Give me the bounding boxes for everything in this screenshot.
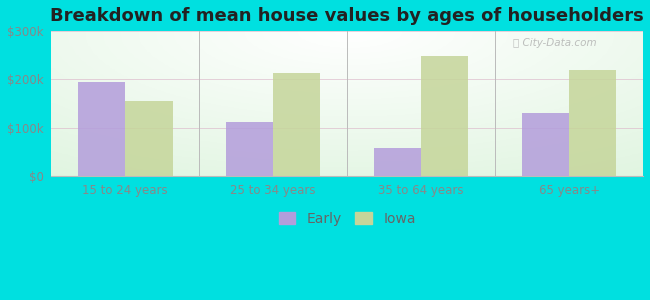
Bar [226,122,273,176]
Bar [78,82,125,176]
Title: Breakdown of mean house values by ages of householders: Breakdown of mean house values by ages o… [50,7,644,25]
Bar [569,70,616,176]
Text: ⓘ City-Data.com: ⓘ City-Data.com [513,38,597,48]
Bar [522,113,569,176]
Legend: Early, Iowa: Early, Iowa [274,208,420,230]
Bar [273,73,320,176]
Bar [374,148,421,176]
Bar [421,56,469,176]
Bar [125,101,172,176]
